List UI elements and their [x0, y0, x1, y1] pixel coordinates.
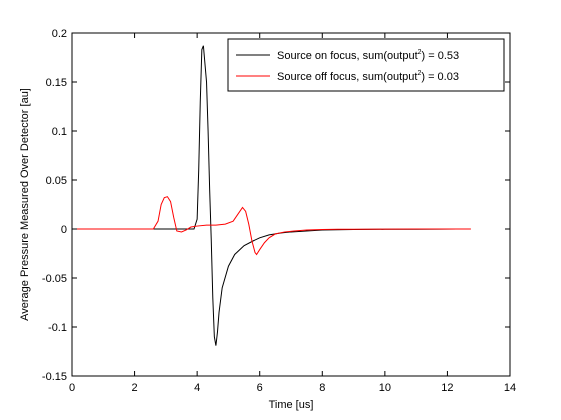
x-tick-label: 14 [504, 382, 516, 394]
legend-entry-2: Source off focus, sum(output2) = 0.03 [277, 70, 459, 83]
legend-text-sup: 2 [417, 70, 421, 77]
series-line-2 [72, 196, 471, 256]
legend-text-end: ) = 0.53 [422, 50, 460, 62]
y-tick-label: 0.1 [52, 126, 67, 138]
tick-layer: 0 2 4 6 8 10 12 14 -0.15 -0.1 -0.05 0 0.05 0.1 0.15 0.2 [42, 28, 516, 394]
x-tick-label: 4 [194, 382, 200, 394]
y-tick-label: 0.15 [46, 77, 67, 89]
y-tick-label: 0.2 [52, 28, 67, 40]
x-tick-label: 10 [379, 382, 391, 394]
x-tick-label: 6 [257, 382, 263, 394]
legend: Source on focus, sum(output2) = 0.53Sour… [227, 38, 505, 92]
y-axis-label: Average Pressure Measured Over Detector … [19, 88, 31, 321]
x-tick-label: 8 [319, 382, 325, 394]
series-layer [72, 45, 471, 346]
legend-text-sup: 2 [418, 49, 422, 56]
y-tick-label: -0.05 [42, 273, 67, 285]
x-tick-label: 2 [132, 382, 138, 394]
legend-entry-1: Source on focus, sum(output2) = 0.53 [277, 49, 459, 62]
legend-box [227, 38, 505, 92]
x-tick-label: 12 [441, 382, 453, 394]
x-tick-label: 0 [69, 382, 75, 394]
y-tick-label: 0 [61, 224, 67, 236]
legend-text-main: Source on focus, sum(output [277, 50, 418, 62]
legend-text-main: Source off focus, sum(output [277, 71, 417, 83]
legend-text-end: ) = 0.03 [421, 71, 459, 83]
y-tick-label: 0.05 [46, 175, 67, 187]
plot-frame [71, 32, 511, 377]
y-tick-label: -0.15 [42, 371, 67, 383]
y-tick-label: -0.1 [48, 322, 67, 334]
series-line-1 [72, 45, 457, 346]
x-axis-label: Time [us] [269, 399, 314, 411]
